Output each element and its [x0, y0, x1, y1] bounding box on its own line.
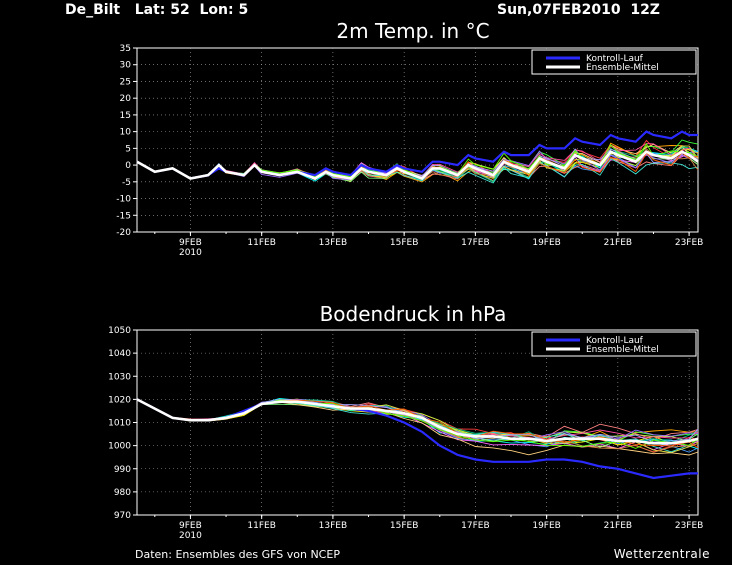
temperature-chart-title: 2m Temp. in °C	[336, 19, 490, 43]
pres-ensemble-mean-line	[136, 398, 699, 445]
pres-y-tick-label: 990	[114, 465, 131, 475]
temp-legend-control-label: Kontroll-Lauf	[586, 54, 644, 64]
temp-x-tick-label: 19FEB	[532, 238, 561, 248]
temp-x-tick-label: 13FEB	[319, 238, 348, 248]
run-date-header: Sun,07FEB2010 12Z	[497, 2, 660, 18]
temp-x-tick-label: 11FEB	[247, 238, 276, 248]
temp-plot-frame	[136, 47, 699, 233]
temp-y-tick-label: 30	[120, 61, 132, 71]
pres-y-tick-label: 1000	[108, 442, 131, 452]
temp-y-tick-label: 0	[125, 161, 131, 171]
pres-legend-control-label: Kontroll-Lauf	[586, 336, 644, 346]
temp-y-tick-label: -20	[116, 228, 131, 238]
pres-y-tick-label: 1020	[108, 395, 131, 405]
pres-ensemble-member-line	[136, 399, 699, 453]
pres-x-tick-label: 21FEB	[604, 521, 633, 531]
pres-y-tick-label: 1030	[108, 372, 131, 382]
temp-control-run-line	[136, 130, 698, 180]
temp-y-tick-label: 20	[120, 94, 132, 104]
pres-legend-box	[531, 331, 697, 357]
temp-x-tick-label: 23FEB	[675, 238, 704, 248]
pres-y-tick-label: 980	[114, 488, 131, 498]
pres-x-tick-label: 15FEB	[390, 521, 419, 531]
temp-y-tick-label: -15	[116, 211, 131, 221]
temp-x-tick-year: 2010	[179, 248, 202, 258]
pres-y-tick-label: 1010	[108, 419, 131, 429]
pres-ensemble-member-line	[136, 398, 699, 442]
temp-x-tick-label: 17FEB	[461, 238, 490, 248]
temp-y-tick-label: 10	[120, 128, 132, 138]
pres-y-tick-label: 1040	[108, 349, 131, 359]
pressure-chart-title: Bodendruck in hPa	[319, 302, 507, 326]
temp-ensemble-member-line	[136, 143, 699, 180]
pres-x-tick-label: 17FEB	[461, 521, 490, 531]
temp-ensemble-mean-line	[136, 150, 699, 181]
pres-ensemble-member-line	[136, 399, 699, 453]
temp-y-tick-label: 15	[120, 111, 131, 121]
pres-x-tick-year: 2010	[179, 531, 202, 541]
pres-y-tick-label: 970	[114, 511, 131, 521]
brand-label: Wetterzentrale	[613, 547, 710, 561]
pres-x-tick-label: 13FEB	[319, 521, 348, 531]
pres-x-tick-label: 11FEB	[247, 521, 276, 531]
pres-x-tick-label: 19FEB	[532, 521, 561, 531]
temp-y-tick-label: 25	[120, 77, 131, 87]
pres-x-tick-label: 23FEB	[675, 521, 704, 531]
temp-x-tick-label: 21FEB	[604, 238, 633, 248]
temp-y-tick-label: -10	[116, 195, 131, 205]
pres-x-tick-label: 9FEB	[179, 521, 202, 531]
temp-legend-box	[531, 49, 697, 75]
pres-ensemble-member-line	[136, 399, 699, 453]
temp-ensemble-member-line	[136, 143, 699, 179]
temp-x-tick-label: 15FEB	[390, 238, 419, 248]
temp-legend-mean-label: Ensemble-Mittel	[586, 63, 659, 73]
temp-y-tick-label: 35	[120, 44, 131, 54]
data-source-note: Daten: Ensembles des GFS von NCEP	[135, 548, 340, 561]
temp-x-tick-label: 9FEB	[179, 238, 202, 248]
temp-y-tick-label: -5	[122, 178, 131, 188]
station-header: De_Bilt Lat: 52 Lon: 5	[65, 2, 249, 18]
temp-y-tick-label: 5	[125, 144, 131, 154]
pres-y-tick-label: 1050	[108, 326, 131, 336]
pres-control-run-line	[136, 398, 698, 480]
pres-legend-mean-label: Ensemble-Mittel	[586, 345, 659, 355]
